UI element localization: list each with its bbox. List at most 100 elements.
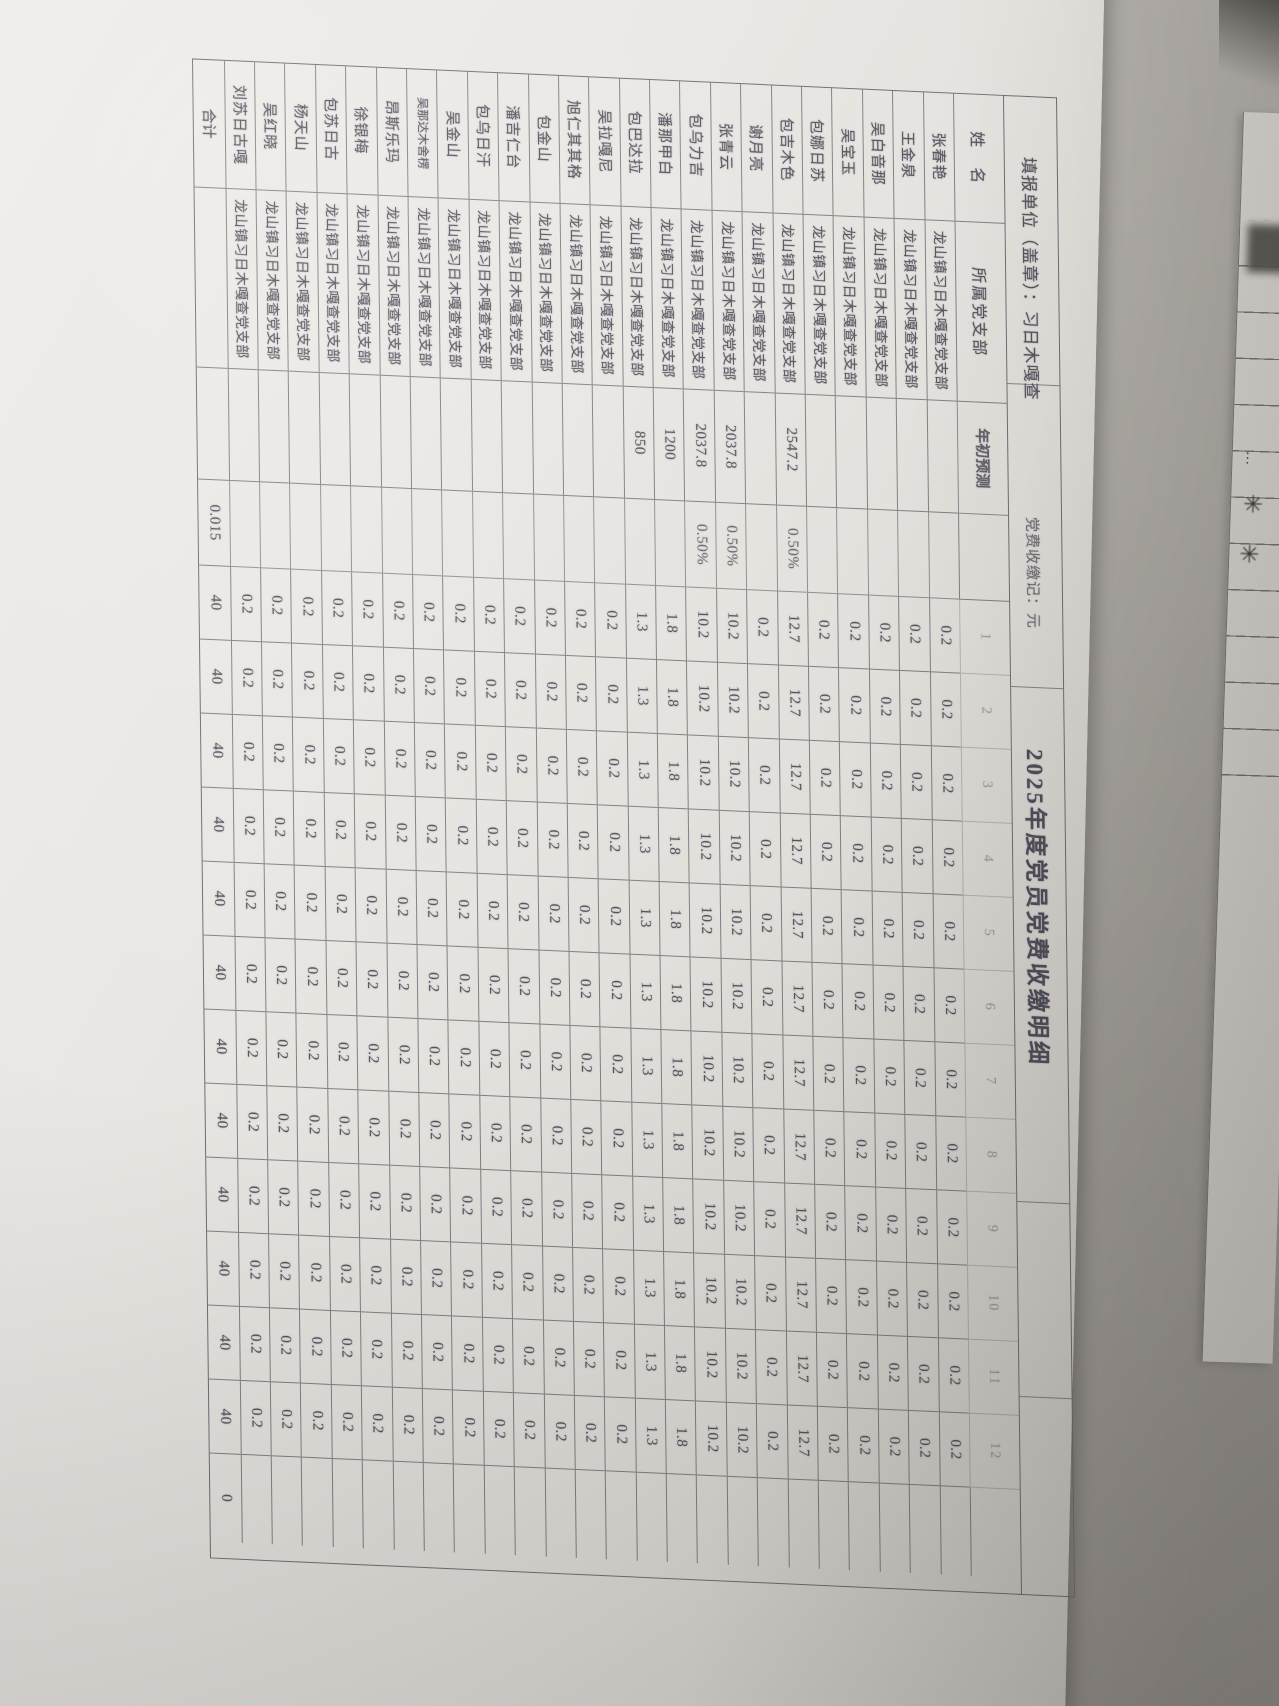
month-cell: 0.2 — [568, 951, 600, 1028]
month-cell: 0.2 — [260, 642, 293, 718]
month-cell: 0.2 — [472, 577, 505, 654]
branch-cell: 龙山镇习日木嘎查党支部 — [893, 218, 927, 401]
month-cell: 10.2 — [725, 1402, 758, 1479]
month-cell: 0.2 — [357, 1090, 389, 1166]
month-cell: 0.2 — [267, 1160, 299, 1236]
month-cell: 0.2 — [902, 966, 935, 1043]
branch-cell: 龙山镇习日木嘎查党支部 — [377, 195, 410, 378]
month-cell: 0.2 — [299, 1309, 331, 1385]
month-cell: 0.2 — [417, 1019, 449, 1095]
branch-cell: 龙山镇习日木嘎查党支部 — [255, 190, 289, 372]
month-cell: 0.2 — [421, 1389, 454, 1465]
month-cell: 0.2 — [594, 583, 626, 659]
month-cell: 0.2 — [386, 943, 418, 1020]
month-cell: 0.2 — [420, 1315, 453, 1391]
month-cell: 0.2 — [480, 1243, 513, 1320]
base-cell — [561, 383, 594, 498]
month-cell: 0.2 — [876, 1335, 909, 1411]
month-cell: 0.2 — [505, 727, 537, 803]
month-cell: 12.7 — [778, 739, 810, 815]
month-cell: 1.3 — [628, 880, 660, 956]
total-month-cell: 40 — [201, 713, 233, 789]
month-cell: 0.2 — [419, 1167, 451, 1243]
month-cell: 0.2 — [932, 894, 964, 970]
month-cell: 0.2 — [512, 1393, 545, 1469]
rate-cell — [411, 489, 443, 577]
divider — [1019, 1395, 1072, 1400]
col-header-branch: 所属党支部 — [954, 221, 1007, 404]
month-cell: 0.2 — [382, 647, 414, 724]
month-cell: 0.2 — [511, 1245, 543, 1321]
branch-cell: 龙山镇习日木嘎查党支部 — [589, 205, 623, 387]
total-month-cell: 40 — [202, 861, 235, 937]
total-month-cell: 40 — [205, 1083, 237, 1159]
name-cell: 吴金山 — [436, 70, 469, 200]
total-branch-cell — [194, 187, 228, 369]
base-cell — [835, 396, 867, 510]
name-cell: 旭仁其其格 — [557, 75, 590, 206]
month-cell: 0.2 — [413, 723, 446, 799]
base-cell — [440, 378, 472, 492]
month-cell: 0.2 — [450, 1242, 482, 1318]
month-cell: 0.2 — [328, 1236, 361, 1313]
month-cell: 0.2 — [507, 949, 539, 1025]
branch-cell: 龙山镇习日木嘎查党支部 — [316, 192, 349, 375]
base-cell: 2037.8 — [713, 390, 746, 505]
month-cell: 1.3 — [631, 1176, 664, 1252]
month-cell: 0.2 — [570, 1099, 602, 1176]
branch-cell: 龙山镇习日木嘎查党支部 — [225, 188, 258, 371]
rate-cell — [441, 490, 473, 578]
total-base-cell — [196, 367, 229, 481]
month-cell: 12.7 — [785, 1331, 817, 1407]
month-cell: 0.2 — [327, 1088, 359, 1165]
rate-cell — [380, 487, 413, 576]
base-cell — [926, 400, 959, 514]
month-cell: 0.2 — [564, 581, 596, 658]
col-header-month: 3 — [960, 747, 1012, 824]
month-cell: 0.2 — [871, 891, 903, 967]
month-cell: 0.2 — [261, 716, 294, 792]
month-cell: 0.2 — [445, 798, 477, 874]
row-total-cell — [361, 1460, 394, 1550]
rate-cell — [562, 495, 595, 584]
month-cell: 0.2 — [329, 1310, 362, 1387]
row-total-cell — [270, 1456, 303, 1546]
second-sheet-edge: ⋮ ✳ ✳ — [1201, 112, 1279, 1364]
month-cell: 0.2 — [383, 721, 415, 798]
month-cell: 10.2 — [690, 957, 722, 1033]
name-cell: 徐银梅 — [345, 66, 378, 196]
month-cell: 0.2 — [231, 714, 263, 791]
month-cell: 0.2 — [540, 1172, 572, 1248]
month-cell: 0.2 — [321, 644, 354, 721]
month-cell: 0.2 — [294, 865, 326, 941]
month-cell: 0.2 — [234, 936, 266, 1013]
month-cell: 10.2 — [723, 1254, 756, 1331]
month-cell: 0.2 — [603, 1323, 635, 1399]
month-cell: 0.2 — [749, 886, 782, 962]
month-cell: 12.7 — [776, 591, 809, 667]
rate-cell — [745, 504, 777, 592]
month-cell: 0.2 — [268, 1308, 301, 1384]
month-cell: 0.2 — [566, 803, 598, 880]
month-cell: 0.2 — [541, 1246, 573, 1322]
base-cell — [288, 371, 320, 485]
month-cell: 0.2 — [381, 573, 413, 650]
month-cell: 0.2 — [412, 649, 445, 725]
document-container: 填报单位（盖章）：习日木嘎查 党费收缴记：元 2025年度党员党费收缴明细 姓 … — [183, 58, 1077, 1627]
name-cell: 吴拉嘎尼 — [588, 77, 621, 207]
rate-cell — [593, 497, 625, 585]
month-cell: 0.2 — [751, 1034, 783, 1110]
month-cell: 0.2 — [929, 672, 961, 748]
month-cell: 0.2 — [452, 1390, 484, 1466]
month-cell: 0.2 — [903, 1040, 935, 1117]
month-cell: 0.2 — [482, 1391, 514, 1468]
month-cell: 0.2 — [418, 1093, 450, 1169]
month-cell: 1.8 — [662, 1177, 694, 1254]
row-total-cell — [848, 1482, 880, 1572]
rate-cell — [654, 499, 686, 588]
month-cell: 0.2 — [330, 1384, 362, 1461]
month-cell: 0.2 — [232, 788, 264, 865]
month-cell: 0.2 — [748, 738, 780, 814]
row-total-cell — [392, 1461, 424, 1552]
month-cell: 0.2 — [352, 646, 384, 722]
